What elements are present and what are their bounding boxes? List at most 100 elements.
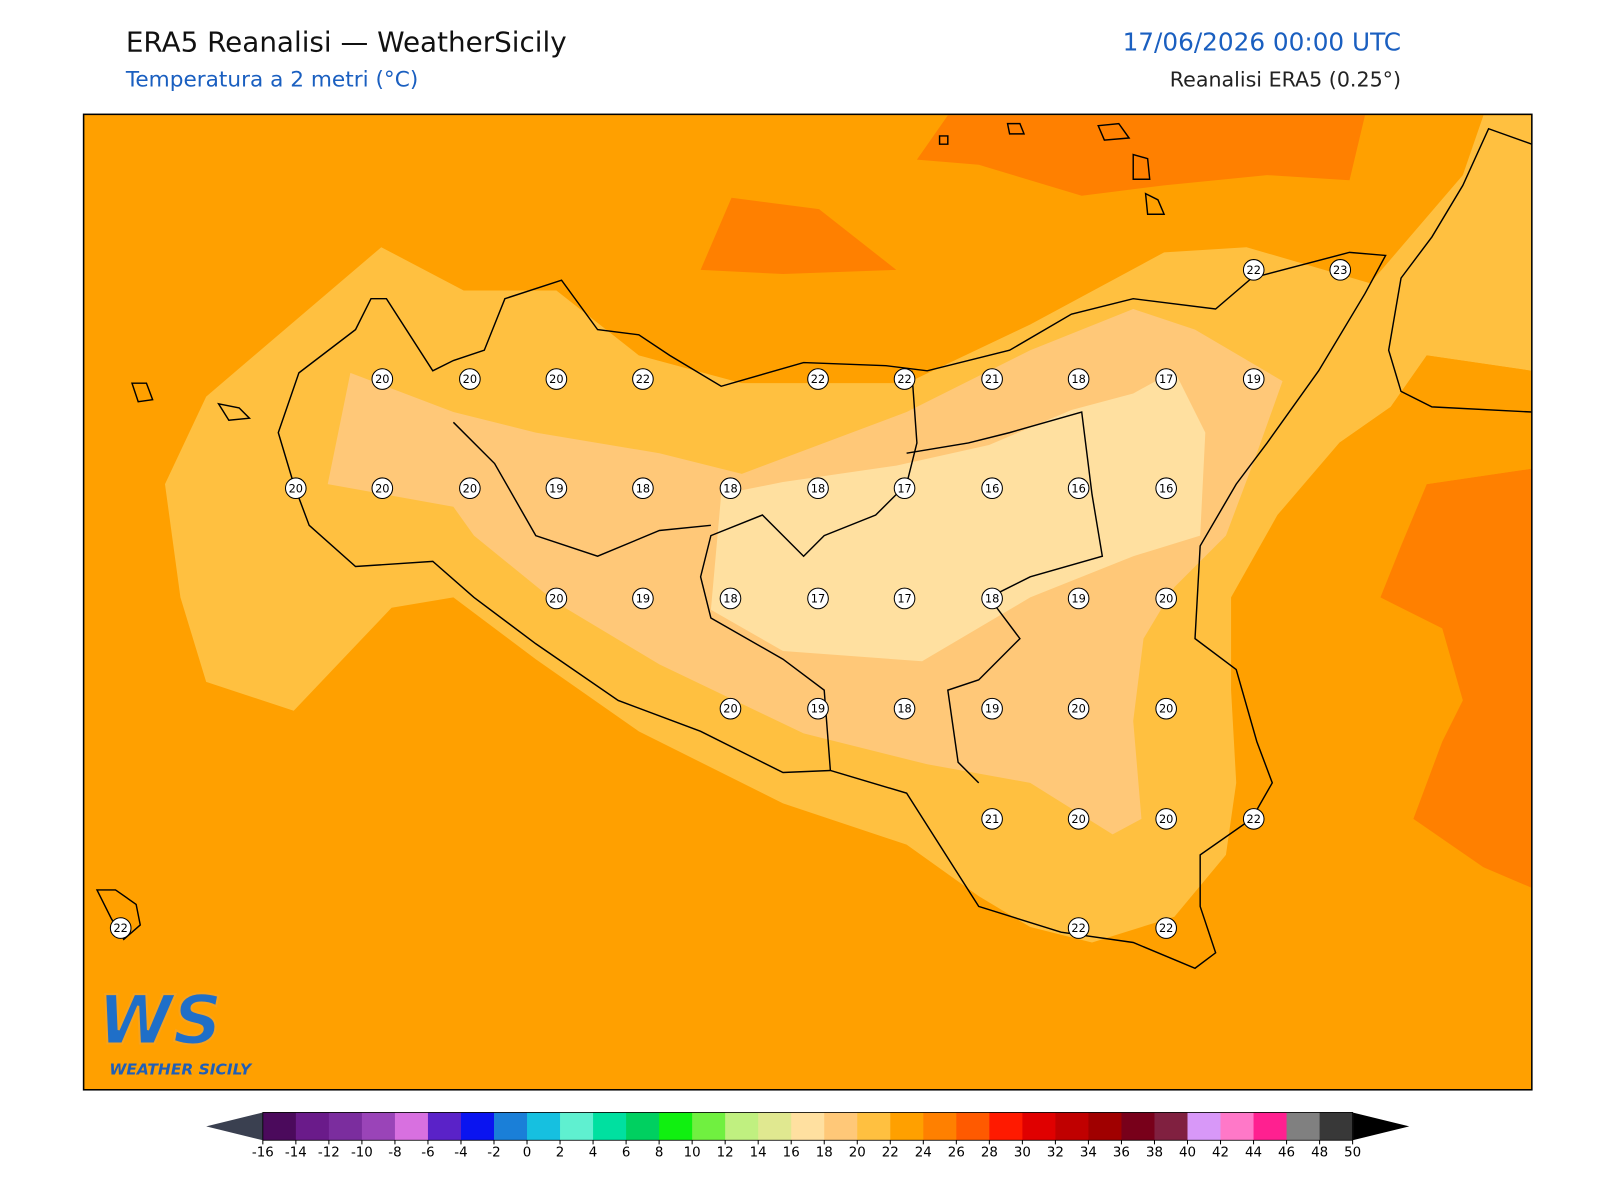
station-value: 22 bbox=[636, 372, 650, 386]
colorbar-box bbox=[989, 1112, 1023, 1141]
station-value: 20 bbox=[289, 481, 303, 495]
station: 22 bbox=[1155, 917, 1177, 939]
calabria-coast bbox=[1387, 127, 1533, 413]
colorbar-box bbox=[692, 1112, 726, 1141]
colorbar-box bbox=[527, 1112, 561, 1141]
station-value: 22 bbox=[811, 372, 825, 386]
field-22-24 bbox=[1339, 355, 1532, 485]
colorbar-box bbox=[460, 1112, 495, 1141]
station-value: 23 bbox=[1333, 263, 1347, 277]
station-value: 18 bbox=[811, 481, 825, 495]
colorbar-box bbox=[328, 1112, 363, 1141]
station-value: 19 bbox=[636, 591, 650, 605]
temperature-field bbox=[83, 114, 1532, 1090]
colorbar-tick-label: -4 bbox=[454, 1146, 467, 1161]
station-value: 18 bbox=[897, 702, 911, 716]
colorbar-box bbox=[1055, 1112, 1089, 1141]
colorbar-tick-label: 0 bbox=[523, 1146, 532, 1161]
colorbar-box bbox=[295, 1112, 330, 1141]
station-value: 21 bbox=[985, 812, 999, 826]
station-marker bbox=[284, 477, 307, 500]
station-value: 17 bbox=[1159, 372, 1173, 386]
colorbar-box bbox=[1187, 1112, 1222, 1141]
station: 20 bbox=[459, 368, 481, 390]
station-value: 22 bbox=[1071, 921, 1085, 935]
station: 16 bbox=[981, 477, 1003, 500]
station-marker bbox=[981, 808, 1003, 830]
colorbar-tick-label: 22 bbox=[882, 1146, 899, 1161]
colorbar-tick-label: 48 bbox=[1311, 1146, 1328, 1161]
station-marker bbox=[1155, 917, 1177, 939]
station-value: 20 bbox=[1159, 591, 1173, 605]
station: 17 bbox=[807, 587, 829, 610]
station-marker bbox=[632, 368, 654, 390]
station-value: 16 bbox=[1071, 481, 1085, 495]
station-marker bbox=[1242, 368, 1265, 390]
title: ERA5 Reanalisi — WeatherSicily bbox=[126, 25, 567, 58]
colorbar-tick-label: 36 bbox=[1113, 1146, 1130, 1161]
station: 20 bbox=[1155, 587, 1177, 610]
station-marker bbox=[371, 477, 394, 500]
colorbar-tick-label: 4 bbox=[589, 1146, 598, 1161]
colorbar-tick-label: 10 bbox=[684, 1146, 701, 1161]
station: 22 bbox=[109, 917, 132, 939]
colorbar-tick-label: -10 bbox=[351, 1146, 373, 1161]
station-marker bbox=[1067, 368, 1090, 390]
colorbar-box bbox=[1022, 1112, 1056, 1141]
station-marker bbox=[893, 477, 916, 500]
colorbar-tick-label: 44 bbox=[1245, 1146, 1262, 1161]
station-marker bbox=[1155, 587, 1177, 610]
station-marker bbox=[981, 477, 1003, 500]
station: 20 bbox=[1067, 808, 1090, 830]
field-16-18 bbox=[710, 370, 1206, 662]
station-value: 20 bbox=[463, 372, 477, 386]
station-value: 19 bbox=[985, 702, 999, 716]
station-value: 22 bbox=[1159, 921, 1173, 935]
islands bbox=[95, 122, 1166, 941]
colorbar-box bbox=[493, 1112, 528, 1141]
station-marker bbox=[719, 697, 742, 720]
logo-mark: WS bbox=[98, 981, 222, 1060]
colorbar-tick-label: 18 bbox=[816, 1146, 833, 1161]
colorbar-tick-label: 12 bbox=[717, 1146, 734, 1161]
source: Reanalisi ERA5 (0.25°) bbox=[1170, 67, 1401, 91]
station-marker bbox=[893, 697, 916, 720]
colorbar-tick-label: 8 bbox=[655, 1146, 664, 1161]
station-marker bbox=[1242, 259, 1265, 281]
station-marker bbox=[807, 697, 829, 720]
colorbar-box bbox=[1088, 1112, 1122, 1141]
sicily-coast bbox=[277, 251, 1387, 970]
station-marker bbox=[1155, 808, 1177, 830]
colorbar-tick-label: 42 bbox=[1212, 1146, 1229, 1161]
colorbar-box bbox=[1253, 1112, 1288, 1141]
colorbar-tick-label: 40 bbox=[1179, 1146, 1196, 1161]
station: 18 bbox=[632, 477, 654, 500]
station-value: 20 bbox=[463, 481, 477, 495]
colorbar-box bbox=[1319, 1112, 1354, 1141]
station-marker bbox=[807, 368, 829, 390]
station-value: 19 bbox=[1247, 372, 1261, 386]
station: 20 bbox=[545, 587, 568, 610]
station-marker bbox=[1067, 587, 1090, 610]
station-value: 20 bbox=[723, 702, 737, 716]
station-marker bbox=[981, 587, 1003, 610]
station: 20 bbox=[371, 477, 394, 500]
map-frame bbox=[82, 113, 1533, 1091]
station-marker bbox=[807, 477, 829, 500]
colorbar-tick-label: 46 bbox=[1278, 1146, 1295, 1161]
province-border bbox=[906, 411, 1104, 784]
colorbar-tick-label: 20 bbox=[849, 1146, 866, 1161]
station-value: 18 bbox=[723, 481, 737, 495]
station-marker bbox=[1155, 697, 1177, 720]
station-value: 22 bbox=[897, 372, 911, 386]
station: 17 bbox=[893, 587, 916, 610]
station-value: 20 bbox=[1071, 702, 1085, 716]
station: 20 bbox=[371, 368, 394, 390]
station: 19 bbox=[1067, 587, 1090, 610]
station-marker bbox=[1067, 697, 1090, 720]
station-marker bbox=[371, 368, 394, 390]
station: 20 bbox=[459, 477, 481, 500]
station-marker bbox=[981, 697, 1003, 720]
colorbar-tick-label: 38 bbox=[1146, 1146, 1163, 1161]
colorbar-box bbox=[890, 1112, 924, 1141]
